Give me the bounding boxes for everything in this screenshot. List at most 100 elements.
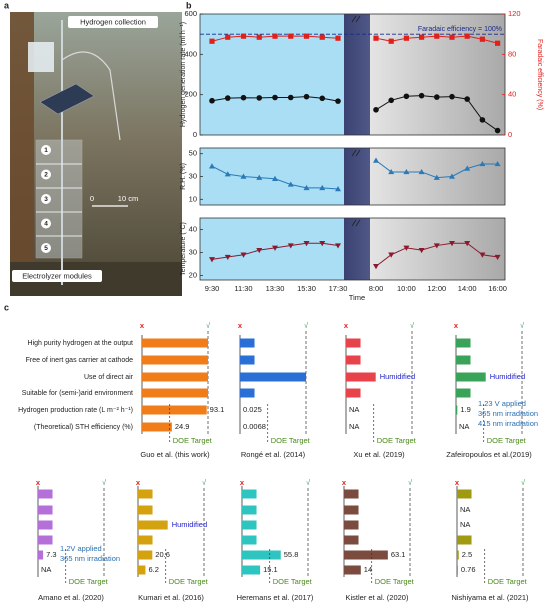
study-title: Guo et al. (this work)	[140, 450, 210, 459]
study-title: Rongé et al. (2014)	[241, 450, 306, 459]
pass-mark: √	[102, 478, 107, 487]
point	[256, 95, 262, 101]
study-title: Zafeiropoulos et al.(2019)	[446, 450, 532, 459]
target-label: DOE Target	[173, 436, 213, 445]
criterion-bar	[240, 389, 255, 398]
fail-mark: x	[140, 321, 145, 330]
y-tick-label: 40	[189, 224, 197, 233]
point	[272, 95, 278, 101]
module-number: 1	[44, 147, 48, 154]
y-tick-label: 50	[189, 149, 197, 158]
x-tick-label: 11:30	[234, 284, 252, 293]
point	[319, 95, 325, 101]
pass-mark: √	[202, 478, 207, 487]
point	[449, 35, 454, 40]
row-label: Hydrogen production rate (L m⁻² h⁻¹)	[18, 407, 133, 414]
note: 365 nm irradiation	[478, 409, 538, 418]
study-title: Amano et al. (2020)	[38, 593, 104, 602]
reference-label: Faradaic efficiency = 100%	[418, 26, 502, 33]
criterion-bar	[242, 521, 257, 530]
pass-mark: √	[206, 321, 211, 330]
criterion-bar	[344, 490, 359, 499]
metric-bar	[344, 551, 388, 560]
criterion-bar	[138, 490, 153, 499]
y-axis-label: R.H. (%)	[180, 163, 187, 190]
criterion-bar	[457, 536, 472, 545]
metric-bar	[142, 423, 172, 432]
photo-label: Hydrogen collection	[80, 17, 146, 26]
value-label: 55.8	[284, 550, 299, 559]
row-label: High purity hydrogen at the output	[28, 340, 134, 347]
point	[241, 95, 247, 101]
point	[434, 94, 440, 100]
night-background	[344, 218, 370, 280]
panel-label: a	[4, 0, 10, 10]
criterion-label: NA	[460, 505, 470, 514]
x-tick-label: 15:30	[297, 284, 316, 293]
point	[480, 117, 486, 123]
criterion-bar	[346, 356, 361, 365]
row-label: Free of inert gas carrier at cathode	[26, 357, 133, 364]
metric-bar	[242, 551, 281, 560]
x-tick-label: 10:00	[397, 284, 416, 293]
fail-mark: x	[455, 478, 460, 487]
y-axis-label: Temperature (°C)	[179, 222, 187, 276]
point	[419, 93, 425, 99]
y-tick-label: 10	[189, 194, 197, 203]
criterion-bar	[142, 389, 208, 398]
criterion-bar	[242, 536, 257, 545]
target-label: DOE Target	[375, 577, 415, 586]
criterion-label: Humidified	[490, 372, 525, 381]
point	[495, 41, 500, 46]
metric-bar	[344, 566, 361, 575]
point	[388, 98, 394, 104]
criterion-bar	[38, 506, 53, 515]
target-label: DOE Target	[271, 436, 311, 445]
row-label: (Theoretical) STH efficiency (%)	[34, 424, 133, 431]
y-tick-label: 20	[189, 270, 197, 279]
point	[480, 37, 485, 42]
y2-tick-label: 120	[508, 9, 521, 18]
criterion-bar	[240, 373, 306, 382]
value-label: NA	[459, 422, 469, 431]
note: 1.2V applied	[60, 544, 102, 553]
scale-label: 10 cm	[118, 194, 138, 203]
photo: 0 10 cm Hydrogen collection Electrolyzer…	[10, 12, 182, 296]
value-label: 2.5	[462, 550, 472, 559]
value-label: 0.025	[243, 405, 262, 414]
x-tick-label: 14:00	[458, 284, 477, 293]
metric-bar	[38, 551, 43, 560]
criterion-bar	[346, 389, 361, 398]
value-label: 20.6	[155, 550, 170, 559]
criterion-bar	[344, 506, 359, 515]
point	[404, 36, 409, 41]
point	[465, 34, 470, 39]
point	[209, 98, 215, 104]
fail-mark: x	[136, 478, 141, 487]
y2-axis-label: Faradaic efficiency (%)	[536, 39, 543, 110]
note: 415 nm irradiation	[478, 419, 538, 428]
criterion-bar	[457, 490, 472, 499]
day-background	[200, 218, 344, 280]
y-tick-label: 600	[184, 9, 197, 18]
value-label: 1.9	[460, 405, 470, 414]
point	[288, 95, 294, 101]
metric-bar	[142, 406, 207, 415]
point	[335, 98, 341, 104]
criterion-bar	[456, 339, 471, 348]
day-background	[370, 218, 505, 280]
value-label: 24.9	[175, 422, 190, 431]
metric-bar	[457, 566, 458, 575]
point	[225, 35, 230, 40]
pass-mark: √	[410, 321, 415, 330]
point	[373, 107, 379, 113]
row-label: Suitable for (semi-)arid environment	[22, 390, 133, 397]
x-tick-label: 9:30	[205, 284, 220, 293]
x-tick-label: 12:00	[427, 284, 446, 293]
y-tick-label: 0	[193, 130, 197, 139]
metric-bar	[456, 406, 457, 415]
point	[335, 36, 340, 41]
criterion-bar	[346, 339, 361, 348]
fail-mark: x	[240, 478, 245, 487]
